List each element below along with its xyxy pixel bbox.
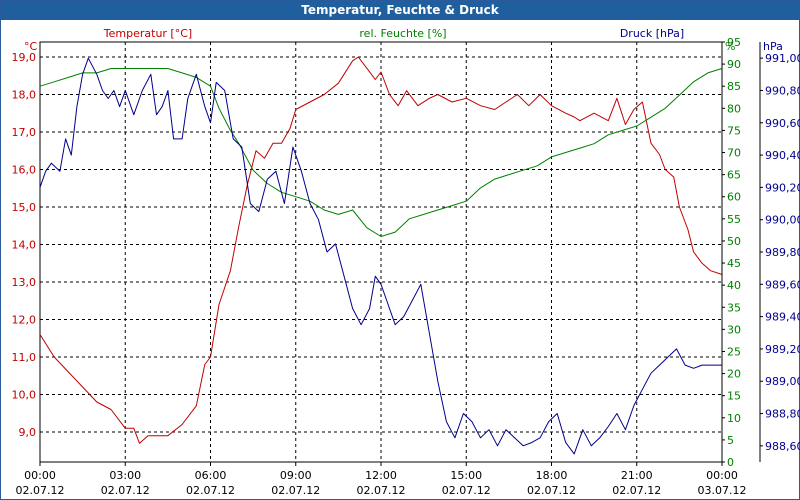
x-tick-date: 02.07.12 — [186, 484, 235, 497]
press-tick-label: 990,40 — [765, 149, 800, 162]
press-tick-label: 991,00 — [765, 52, 800, 65]
hum-tick-label: 95 — [727, 36, 741, 49]
press-tick-label: 989,60 — [765, 278, 800, 291]
hum-tick-label: 45 — [727, 257, 741, 270]
x-tick-date: 03.07.12 — [698, 484, 747, 497]
press-tick-label: 990,20 — [765, 181, 800, 194]
press-tick-label: 990,60 — [765, 117, 800, 130]
press-tick-label: 989,80 — [765, 246, 800, 259]
press-tick-label: 989,00 — [765, 375, 800, 388]
x-tick-time: 18:00 — [536, 469, 568, 482]
press-tick-label: 990,00 — [765, 214, 800, 227]
hum-tick-label: 85 — [727, 80, 741, 93]
hum-axis-title: rel. Feuchte [%] — [359, 27, 446, 40]
x-tick-time: 00:00 — [24, 469, 56, 482]
hum-tick-label: 35 — [727, 301, 741, 314]
hum-tick-label: 25 — [727, 345, 741, 358]
hum-tick-label: 0 — [727, 456, 734, 469]
grid-lines — [40, 42, 722, 462]
hum-tick-label: 55 — [727, 213, 741, 226]
x-tick-date: 02.07.12 — [271, 484, 320, 497]
hum-tick-label: 30 — [727, 323, 741, 336]
chart-title: Temperatur, Feuchte & Druck — [1, 1, 799, 20]
x-tick-time: 00:00 — [706, 469, 738, 482]
series-layer — [39, 56, 723, 455]
x-tick-date: 02.07.12 — [612, 484, 661, 497]
temp-tick-label: 10,0 — [12, 389, 37, 402]
hum-tick-label: 70 — [727, 147, 741, 160]
series-hum-line — [39, 68, 723, 237]
press-tick-label: 990,80 — [765, 84, 800, 97]
hum-unit-label: % — [725, 40, 735, 53]
x-tick-time: 12:00 — [365, 469, 397, 482]
temp-tick-label: 19,0 — [12, 51, 37, 64]
x-tick-date: 02.07.12 — [357, 484, 406, 497]
temp-tick-label: 17,0 — [12, 126, 37, 139]
axis-layer: 00:00 02.07.12 03:00 02.07.12 06:00 02.07.12 0… — [12, 36, 800, 497]
series-temp-line — [39, 56, 723, 444]
temp-tick-label: 14,0 — [12, 239, 37, 252]
x-tick-date: 02.07.12 — [16, 484, 65, 497]
hum-tick-label: 50 — [727, 235, 741, 248]
press-tick-label: 989,40 — [765, 311, 800, 324]
temp-axis-title: Temperatur [°C] — [103, 27, 192, 40]
temp-tick-label: 12,0 — [12, 314, 37, 327]
press-unit-label: hPa — [763, 40, 783, 53]
temp-unit-label: °C — [24, 40, 38, 53]
hum-tick-label: 80 — [727, 102, 741, 115]
hum-tick-label: 65 — [727, 169, 741, 182]
press-tick-label: 988,60 — [765, 440, 800, 453]
hum-tick-label: 10 — [727, 412, 741, 425]
x-tick-time: 03:00 — [109, 469, 141, 482]
temp-tick-label: 11,0 — [12, 351, 37, 364]
temp-tick-label: 18,0 — [12, 89, 37, 102]
x-tick-date: 02.07.12 — [442, 484, 491, 497]
x-tick-date: 02.07.12 — [101, 484, 150, 497]
hum-tick-label: 15 — [727, 390, 741, 403]
temp-tick-label: 16,0 — [12, 164, 37, 177]
hum-tick-label: 40 — [727, 279, 741, 292]
hum-tick-label: 20 — [727, 368, 741, 381]
x-tick-time: 06:00 — [195, 469, 227, 482]
press-tick-label: 988,80 — [765, 408, 800, 421]
hum-tick-label: 60 — [727, 191, 741, 204]
press-axis-title: Druck [hPa] — [620, 27, 684, 40]
x-tick-time: 15:00 — [450, 469, 482, 482]
x-tick-date: 02.07.12 — [527, 484, 576, 497]
series-press-line — [39, 57, 722, 455]
hum-tick-label: 5 — [727, 434, 734, 447]
hum-tick-label: 75 — [727, 124, 741, 137]
hum-tick-label: 90 — [727, 58, 741, 71]
press-tick-label: 989,20 — [765, 343, 800, 356]
temp-tick-label: 13,0 — [12, 276, 37, 289]
x-tick-time: 21:00 — [621, 469, 653, 482]
temp-tick-label: 9,0 — [19, 426, 37, 439]
temp-tick-label: 15,0 — [12, 201, 37, 214]
x-tick-time: 09:00 — [280, 469, 312, 482]
